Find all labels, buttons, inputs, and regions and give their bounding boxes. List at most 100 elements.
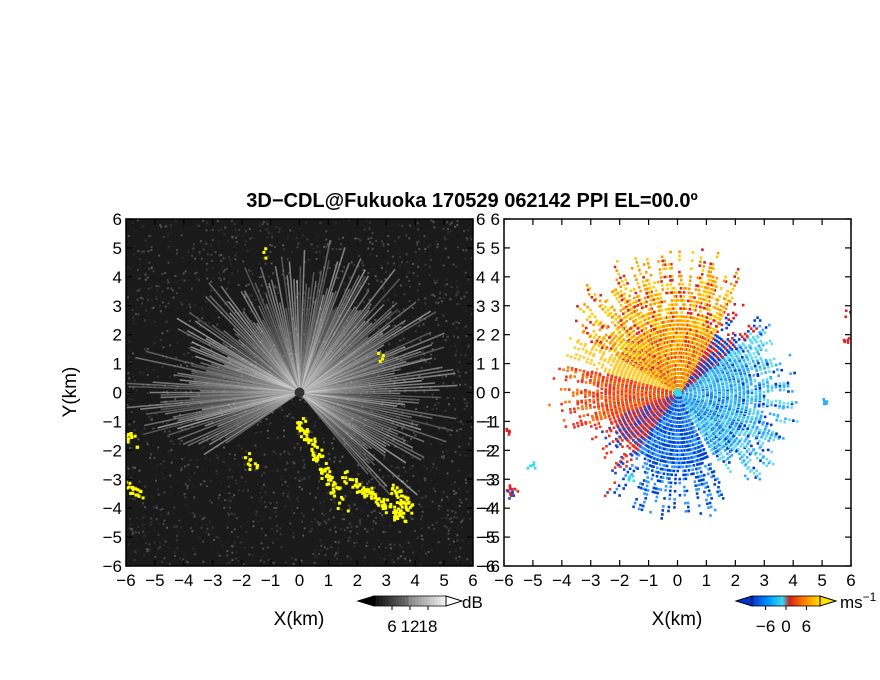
speckle — [457, 538, 460, 541]
speckle — [452, 525, 455, 528]
speckle — [127, 235, 130, 238]
speckle — [457, 290, 460, 292]
highlight-cell — [400, 501, 404, 505]
speckle — [157, 493, 160, 496]
speckle — [231, 496, 234, 499]
velocity-cell — [774, 399, 778, 403]
speckle — [390, 547, 392, 550]
speckle — [343, 288, 346, 291]
speckle — [467, 228, 470, 231]
speckle — [166, 236, 169, 239]
speckle — [332, 437, 335, 440]
speckle — [240, 525, 243, 528]
speckle — [456, 516, 459, 519]
speckle — [260, 275, 263, 278]
speckle — [170, 461, 173, 464]
speckle — [230, 531, 233, 533]
speckle — [191, 254, 193, 257]
speckle — [431, 408, 434, 410]
speckle — [327, 518, 330, 521]
speckle — [247, 489, 250, 492]
speckle — [246, 249, 249, 252]
speckle — [314, 518, 316, 521]
speckle — [322, 279, 325, 282]
speckle — [392, 475, 395, 478]
speckle — [234, 228, 237, 231]
speckle — [128, 397, 130, 400]
speckle — [439, 233, 442, 236]
speckle — [167, 511, 170, 514]
speckle — [297, 242, 300, 245]
velocity-cell — [720, 456, 723, 460]
speckle — [146, 550, 149, 553]
speckle — [137, 268, 139, 271]
speckle — [423, 235, 426, 238]
speckle — [402, 308, 405, 311]
speckle — [308, 475, 311, 478]
speckle — [429, 443, 432, 445]
speckle — [267, 546, 269, 549]
speckle — [455, 321, 458, 324]
speckle — [277, 219, 280, 222]
speckle — [238, 518, 240, 521]
highlight-cell — [348, 477, 352, 481]
highlight-cell — [351, 485, 355, 489]
highlight-cell — [264, 256, 268, 260]
speckle — [242, 234, 244, 237]
speckle — [391, 558, 394, 561]
speckle — [196, 276, 199, 279]
highlight-cell — [311, 442, 315, 446]
highlight-cell — [127, 437, 131, 441]
speckle — [176, 534, 179, 537]
highlight-cell — [324, 467, 328, 471]
speckle — [215, 486, 218, 489]
speckle — [374, 522, 377, 525]
speckle — [383, 454, 386, 457]
speckle — [430, 294, 433, 296]
speckle — [268, 275, 271, 278]
speckle — [233, 439, 236, 442]
speckle — [154, 320, 157, 323]
speckle — [421, 510, 424, 513]
speckle — [149, 456, 152, 459]
speckle — [150, 418, 153, 421]
speckle — [212, 253, 215, 255]
speckle — [220, 482, 223, 485]
velocity-cell — [770, 403, 773, 407]
speckle — [176, 342, 179, 345]
speckle — [167, 360, 170, 363]
speckle — [418, 235, 421, 237]
speckle — [251, 546, 254, 549]
speckle — [132, 507, 135, 510]
speckle — [233, 541, 236, 544]
highlight-cell — [296, 421, 300, 425]
velocity-cell — [741, 443, 744, 446]
speckle — [234, 453, 236, 456]
speckle — [464, 402, 467, 405]
highlight-cell — [377, 497, 381, 501]
highlight-cell — [384, 511, 388, 515]
speckle — [405, 490, 408, 493]
speckle — [334, 554, 336, 557]
speckle — [237, 559, 240, 562]
speckle — [423, 465, 426, 468]
speckle — [170, 449, 173, 452]
speckle — [427, 526, 430, 529]
speckle — [313, 425, 316, 428]
speckle — [237, 516, 240, 519]
highlight-cell — [297, 426, 301, 429]
highlight-cell — [327, 475, 331, 479]
speckle — [396, 403, 399, 406]
speckle — [460, 441, 463, 444]
speckle — [309, 418, 312, 421]
speckle — [182, 272, 185, 275]
speckle — [150, 266, 153, 269]
speckle — [417, 529, 419, 532]
velocity-cell — [754, 451, 758, 455]
highlight-cell — [336, 507, 340, 510]
speckle — [288, 258, 290, 261]
speckle — [318, 271, 321, 274]
velocity-cell — [768, 460, 772, 463]
speckle — [433, 418, 436, 421]
speckle — [444, 238, 447, 241]
